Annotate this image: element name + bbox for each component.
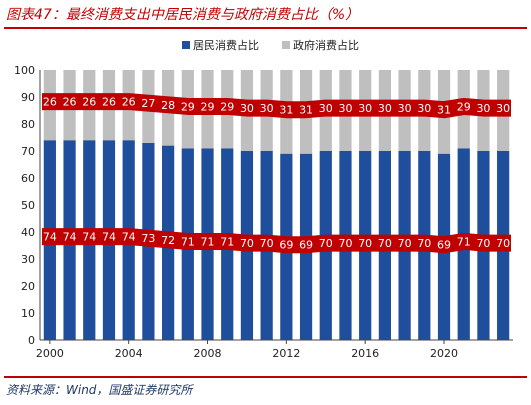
data-label-household: 74 [63,231,77,244]
data-label-household: 69 [437,239,451,252]
data-label-household: 70 [338,237,352,250]
data-label-government: 30 [417,102,431,115]
data-label-government: 26 [63,96,77,109]
data-label-government: 30 [319,102,333,115]
data-label-household: 70 [240,237,254,250]
data-label-household: 70 [496,237,510,250]
data-label-household: 72 [161,234,175,247]
data-label-government: 30 [338,102,352,115]
data-label-government: 26 [82,96,96,109]
x-tick-label: 2012 [272,347,300,360]
data-label-household: 74 [122,231,136,244]
stacked-bar-chart: 居民消费占比 政府消费占比 0 10 20 30 40 50 60 70 80 90 100 2000 20… [14,38,513,360]
y-tick-label: 90 [21,91,35,104]
data-label-government: 29 [201,100,215,113]
x-tick-label: 2020 [430,347,458,360]
data-label-government: 31 [299,104,313,117]
y-tick-label: 60 [21,172,35,185]
data-label-household: 74 [43,231,57,244]
y-tick-label: 10 [21,307,35,320]
x-tick-label: 2016 [351,347,379,360]
data-label-household: 71 [181,235,195,248]
data-label-household: 71 [220,235,234,248]
legend-swatch-0 [182,41,190,49]
title-divider [4,27,527,29]
x-tick-label: 2000 [36,347,64,360]
data-label-government: 30 [358,102,372,115]
label-band-household [41,228,512,254]
data-label-government: 30 [260,102,274,115]
y-tick-label: 30 [21,253,35,266]
label-band-government [41,93,512,119]
x-tick-label: 2004 [115,347,143,360]
data-label-household: 70 [319,237,333,250]
y-tick-label: 40 [21,226,35,239]
data-label-government: 29 [181,100,195,113]
data-label-government: 30 [496,102,510,115]
y-tick-label: 0 [28,334,35,347]
data-label-household: 73 [141,232,155,245]
figure-title: 图表47：最终消费支出中居民消费与政府消费占比（%） [6,7,360,23]
data-label-government: 30 [240,102,254,115]
data-label-government: 26 [122,96,136,109]
legend-label-1: 政府消费占比 [293,38,359,52]
legend-label-0: 居民消费占比 [193,38,259,52]
source-divider [4,376,527,378]
data-label-government: 31 [279,104,293,117]
y-tick-label: 70 [21,145,35,158]
x-tick-label: 2008 [194,347,222,360]
y-tick-label: 50 [21,199,35,212]
data-label-household: 70 [378,237,392,250]
data-label-household: 70 [398,237,412,250]
data-label-government: 30 [476,102,490,115]
data-label-government: 28 [161,99,175,112]
data-label-household: 70 [358,237,372,250]
source-note: 资料来源：Wind，国盛证券研究所 [6,383,193,397]
data-label-government: 31 [437,104,451,117]
data-label-government: 30 [398,102,412,115]
data-label-household: 70 [260,237,274,250]
y-tick-label: 80 [21,118,35,131]
data-label-household: 74 [102,231,116,244]
y-tick-label: 20 [21,280,35,293]
data-label-government: 29 [220,100,234,113]
data-label-government: 29 [457,100,471,113]
y-tick-label: 100 [14,64,35,77]
data-label-government: 26 [43,96,57,109]
data-label-household: 71 [201,235,215,248]
data-label-government: 30 [378,102,392,115]
data-label-household: 70 [417,237,431,250]
legend-swatch-1 [282,41,290,49]
data-label-household: 70 [476,237,490,250]
data-label-household: 69 [299,239,313,252]
data-label-government: 27 [141,97,155,110]
data-label-household: 71 [457,235,471,248]
data-label-government: 26 [102,96,116,109]
data-label-household: 74 [82,231,96,244]
data-label-household: 69 [279,239,293,252]
